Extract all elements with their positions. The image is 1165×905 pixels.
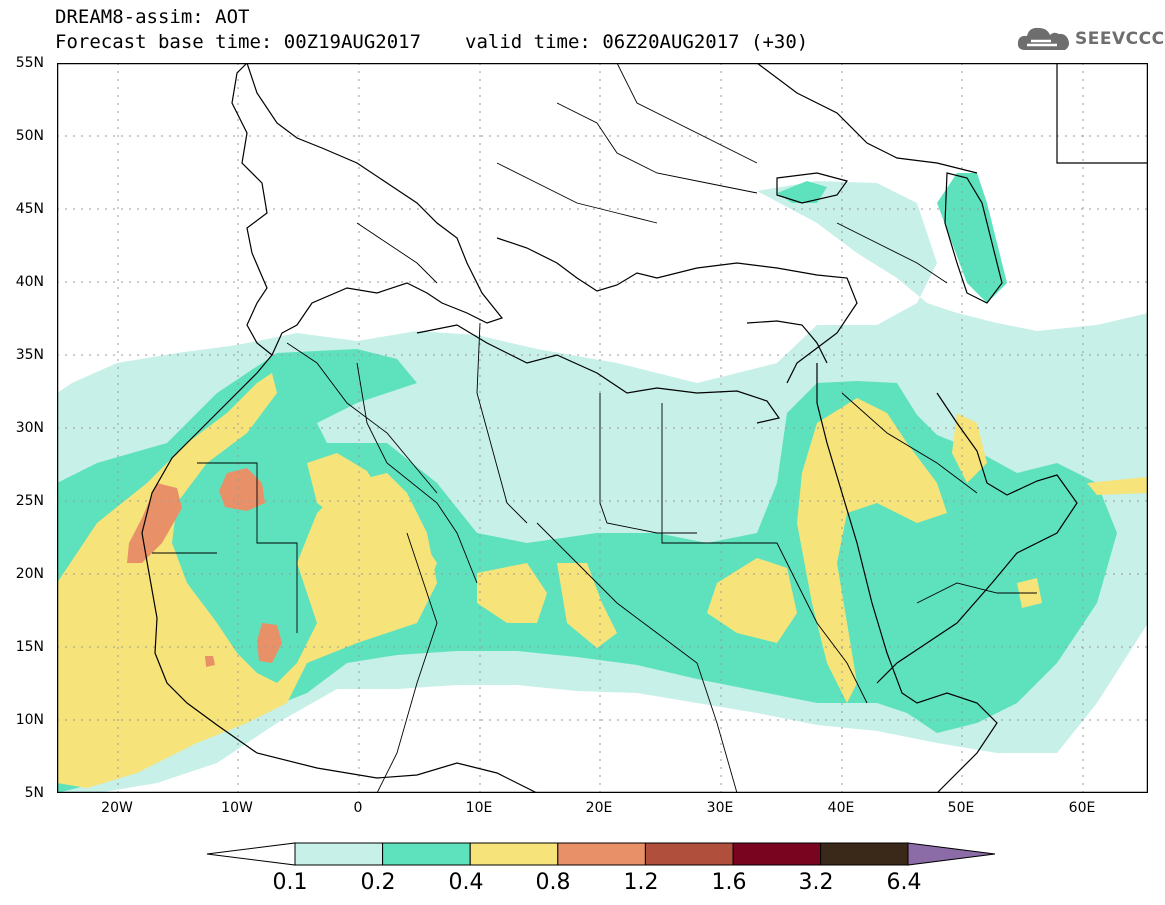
lat-tick-label: 25N (15, 493, 44, 509)
colorbar-over-triangle (907, 842, 996, 866)
lat-tick-label: 5N (24, 785, 44, 801)
lon-gridlines (117, 63, 1084, 793)
lon-tick-label: 60E (1068, 800, 1096, 816)
lat-tick-label: 30N (15, 420, 44, 436)
lat-tick-label: 35N (15, 347, 44, 363)
lon-tick-label: 10E (465, 800, 493, 816)
colorbar-swatch (820, 842, 909, 866)
cloud-icon (1017, 27, 1069, 50)
colorbar-swatch (732, 842, 822, 866)
lon-tick-label: 40E (827, 800, 855, 816)
lon-tick-label: 20W (101, 800, 133, 816)
colorbar-label: 1.2 (623, 870, 659, 895)
logo-text: SEEVCCC (1075, 29, 1165, 49)
colorbar-label: 0.4 (448, 870, 484, 895)
forecast-times: Forecast base time: 00Z19AUG2017 valid ti… (55, 31, 808, 53)
colorbar-swatches (294, 842, 909, 866)
lon-tick-label: 0 (353, 800, 363, 816)
aot-band-0.8-1.2 (127, 468, 282, 667)
map-frame (57, 63, 1148, 793)
lat-tick-label: 15N (15, 639, 44, 655)
colorbar-swatch (382, 842, 471, 866)
colorbar (206, 842, 996, 866)
aot-forecast-map (57, 63, 1148, 793)
lon-tick-label: 30E (706, 800, 734, 816)
lat-tick-label: 50N (15, 128, 44, 144)
valid-time-label: valid time: 06Z20AUG2017 (+30) (465, 31, 809, 53)
colorbar-swatch (469, 842, 559, 866)
colorbar-label: 1.6 (711, 870, 747, 895)
lat-tick-label: 20N (15, 566, 44, 582)
lat-tick-label: 10N (15, 712, 44, 728)
coastlines (141, 63, 1148, 793)
colorbar-swatch (294, 842, 384, 866)
colorbar-under-triangle (206, 842, 296, 866)
lat-tick-label: 55N (15, 55, 44, 71)
colorbar-label: 6.4 (886, 870, 922, 895)
colorbar-label: 0.8 (535, 870, 571, 895)
country-borders (152, 63, 1037, 793)
lon-tick-label: 10W (221, 800, 253, 816)
base-time-label: Forecast base time: 00Z19AUG2017 (55, 31, 422, 53)
lat-tick-label: 40N (15, 274, 44, 290)
seevccc-logo: SEEVCCC (1017, 24, 1165, 54)
colorbar-swatch (557, 842, 646, 866)
colorbar-swatch (644, 842, 734, 866)
lat-tick-label: 45N (15, 201, 44, 217)
colorbar-label: 0.1 (272, 870, 308, 895)
colorbar-label: 0.2 (360, 870, 396, 895)
lon-tick-label: 20E (585, 800, 613, 816)
lon-tick-label: 50E (947, 800, 975, 816)
product-title: DREAM8-assim: AOT (55, 6, 250, 28)
aot-band-0.4-0.8 (57, 373, 1148, 788)
colorbar-label: 3.2 (798, 870, 834, 895)
